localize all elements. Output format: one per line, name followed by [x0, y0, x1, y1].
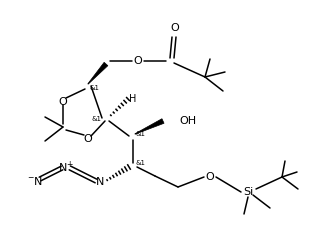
Text: &1: &1	[136, 131, 146, 137]
Text: H: H	[129, 94, 137, 104]
Text: N: N	[96, 177, 104, 187]
Text: OH: OH	[179, 116, 196, 126]
Text: &1: &1	[89, 85, 99, 91]
Text: O: O	[59, 97, 68, 107]
Text: O: O	[171, 23, 179, 33]
Text: $^{-}$N: $^{-}$N	[27, 175, 43, 187]
Text: O: O	[206, 172, 214, 182]
Polygon shape	[88, 62, 108, 84]
Text: O: O	[84, 134, 92, 144]
Text: &1: &1	[136, 160, 146, 166]
Text: O: O	[134, 56, 142, 66]
Text: Si: Si	[243, 187, 253, 197]
Text: &1: &1	[92, 116, 102, 122]
Polygon shape	[135, 119, 164, 134]
Text: N$^{+}$: N$^{+}$	[58, 159, 74, 175]
